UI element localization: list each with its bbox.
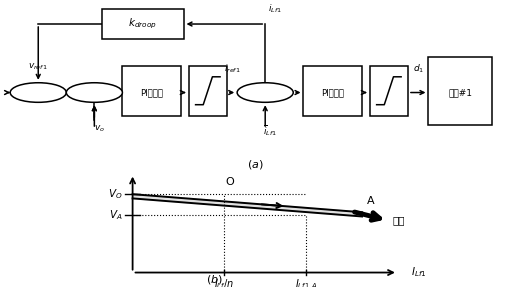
Bar — [102, 9, 183, 39]
Text: $(a)$: $(a)$ — [246, 158, 263, 171]
Bar — [188, 66, 227, 116]
Text: +: + — [17, 84, 25, 94]
Text: −: − — [263, 95, 271, 104]
Text: 崩溃: 崩溃 — [392, 216, 405, 225]
Text: $V_O$: $V_O$ — [108, 187, 122, 201]
Polygon shape — [132, 194, 361, 216]
Text: PI调节器: PI调节器 — [140, 88, 163, 97]
Text: +: + — [37, 81, 45, 91]
Text: O: O — [224, 177, 234, 187]
Text: PI调节器: PI调节器 — [321, 88, 344, 97]
Text: $k_{droop}$: $k_{droop}$ — [128, 17, 157, 31]
Circle shape — [66, 83, 122, 102]
Text: +: + — [242, 84, 250, 94]
Text: +: + — [72, 84, 80, 94]
Text: $V_A$: $V_A$ — [108, 208, 122, 222]
Text: $I_{Lf1\_A}$: $I_{Lf1\_A}$ — [294, 277, 317, 287]
Bar — [428, 57, 491, 125]
Bar — [303, 66, 361, 116]
Text: $v_o$: $v_o$ — [94, 124, 105, 134]
Text: −: − — [93, 95, 101, 104]
Circle shape — [237, 83, 293, 102]
Text: $i_{Lf1}$: $i_{Lf1}$ — [267, 3, 281, 15]
Text: $I_{Lf1}$: $I_{Lf1}$ — [410, 266, 426, 280]
Bar — [369, 66, 407, 116]
Text: $\overline{i}_{Lf1}$: $\overline{i}_{Lf1}$ — [263, 124, 277, 138]
Circle shape — [10, 83, 66, 102]
Text: $(b)$: $(b)$ — [205, 273, 222, 286]
Text: $d_1$: $d_1$ — [412, 62, 423, 75]
Text: 模块#1: 模块#1 — [447, 88, 471, 97]
Text: $v_{ref1}$: $v_{ref1}$ — [29, 62, 48, 72]
Text: A: A — [366, 196, 374, 206]
Text: $I_{Lf}/n$: $I_{Lf}/n$ — [214, 277, 234, 287]
Bar — [122, 66, 181, 116]
Text: $i_{ref1}$: $i_{ref1}$ — [223, 62, 240, 75]
